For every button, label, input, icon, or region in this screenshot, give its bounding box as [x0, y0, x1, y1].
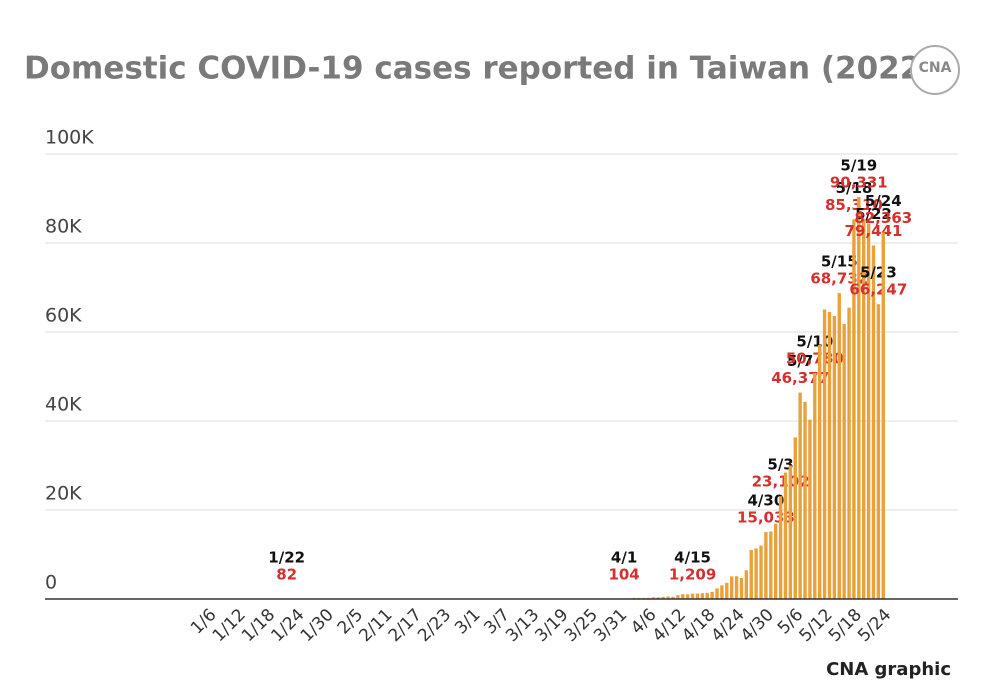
value-label: 82: [276, 566, 297, 584]
point-label: 5/19: [840, 157, 877, 175]
bar: [705, 592, 709, 599]
point-label: 5/7: [787, 352, 813, 370]
point-label: 4/1: [611, 549, 637, 567]
bar: [876, 304, 881, 599]
y-tick-label: 100K: [45, 127, 94, 149]
y-tick-label: 60K: [45, 305, 82, 327]
y-tick-label: 80K: [45, 216, 82, 238]
bar: [734, 576, 739, 599]
bar: [710, 591, 714, 599]
point-label: 5/22: [855, 205, 892, 223]
y-tick-label: 0: [45, 572, 57, 594]
bar: [827, 311, 832, 599]
x-tick-label: 2/23: [414, 605, 455, 646]
bar: [842, 323, 846, 599]
logo-circle: [910, 45, 960, 95]
bar: [744, 570, 749, 599]
bar: [764, 532, 768, 599]
bar: [725, 582, 729, 599]
x-tick-label: 3/31: [590, 605, 631, 646]
y-tick-label: 20K: [45, 483, 82, 505]
y-tick-label: 40K: [45, 394, 82, 416]
x-tick-label: 4/30: [737, 605, 778, 646]
bar: [656, 597, 661, 599]
bar: [788, 465, 793, 599]
point-label: 5/3: [767, 456, 793, 474]
bar: [661, 596, 665, 599]
point-label: 1/22: [268, 549, 305, 567]
value-label: 82,363: [854, 209, 912, 227]
bar: [695, 593, 700, 599]
x-tick-label: 5/24: [854, 605, 895, 646]
bar: [685, 594, 690, 599]
point-label: 5/15: [821, 253, 858, 271]
bar: [671, 596, 675, 599]
bar: [690, 593, 695, 599]
point-label: 5/18: [836, 179, 873, 197]
bar: [793, 437, 797, 599]
bar: [676, 595, 680, 599]
x-tick-label: 1/30: [297, 605, 338, 646]
bar: [866, 223, 871, 600]
bar: [783, 472, 788, 599]
bar: [666, 596, 670, 599]
point-label: 5/10: [796, 333, 833, 351]
bar: [808, 419, 812, 599]
bar: [818, 344, 822, 599]
bar: [822, 309, 827, 599]
bar: [769, 531, 773, 599]
bar: [798, 392, 802, 599]
bar: [715, 588, 719, 599]
bar: [700, 593, 705, 599]
source: CNA graphic: [826, 659, 951, 680]
logo-text: CNA: [919, 60, 952, 76]
chart-title: Domestic COVID-19 cases reported in Taiw…: [24, 51, 935, 87]
bar: [813, 373, 817, 599]
bar: [837, 293, 841, 599]
bar: [754, 548, 758, 599]
bar: [681, 594, 685, 599]
value-label: 85,310: [825, 196, 883, 214]
value-label: 79,441: [845, 222, 903, 240]
value-label: 104: [608, 566, 639, 584]
bar: [651, 597, 656, 599]
bar: [729, 576, 734, 599]
value-label: 90,331: [830, 174, 888, 192]
bar: [857, 197, 861, 600]
bar: [759, 545, 763, 599]
bar: [871, 245, 876, 599]
bar: [832, 315, 837, 599]
bar: [881, 232, 885, 599]
x-tick-label: 3/1: [451, 605, 484, 638]
bar: [862, 218, 866, 599]
point-label: 4/30: [748, 492, 785, 510]
bar: [773, 523, 778, 599]
bar: [749, 550, 753, 599]
bar: [852, 219, 856, 600]
value-label: 1,209: [669, 566, 716, 584]
bar: [720, 585, 724, 599]
point-label: 4/15: [674, 549, 711, 567]
point-label: 5/24: [865, 192, 902, 210]
bar: [847, 307, 851, 599]
bar: [778, 496, 783, 599]
bar: [803, 401, 807, 599]
bar: [739, 578, 744, 599]
value-label: 66,247: [849, 281, 907, 299]
point-label: 5/23: [860, 264, 897, 282]
